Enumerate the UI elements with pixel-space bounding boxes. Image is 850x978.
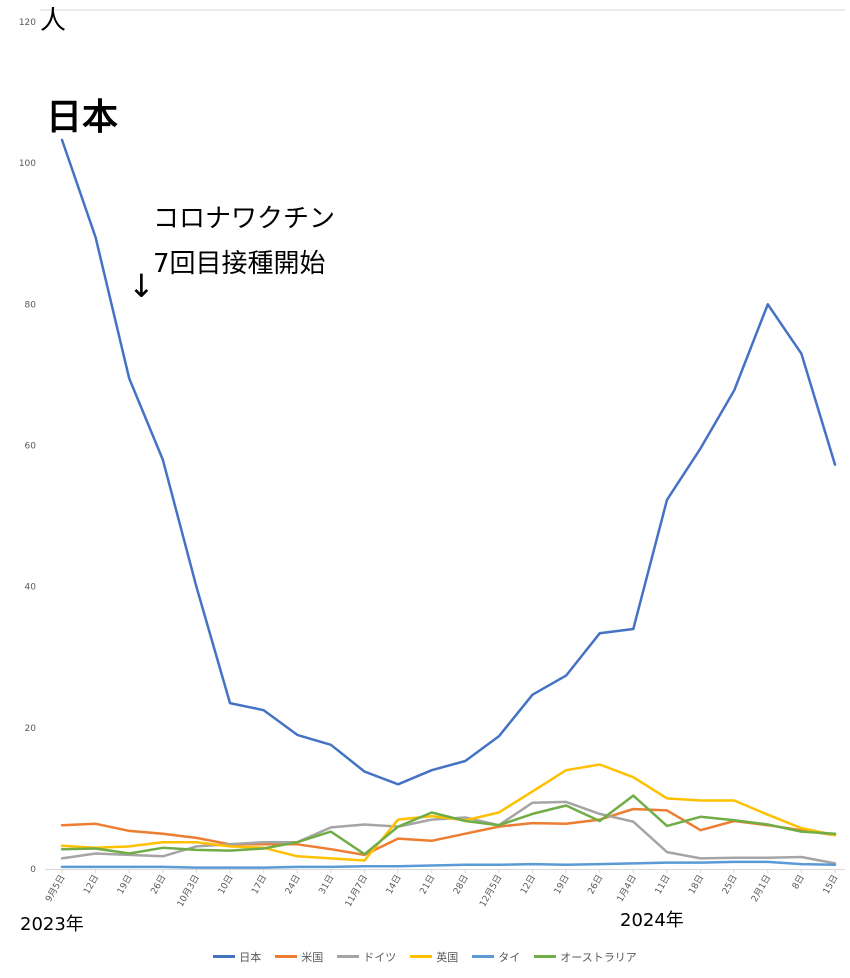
- series-line-2: [60, 800, 837, 865]
- x-tick-label: 12日: [518, 873, 538, 896]
- x-tick-label: 25日: [720, 873, 740, 896]
- legend-label: 英国: [436, 950, 459, 964]
- x-axis-ticks: 9月5日 12日 19日 26日 10月3日 10日 17日 24日 31日 11月7日 14日 21…: [43, 869, 841, 909]
- legend-item: ドイツ: [337, 949, 396, 965]
- y-tick-label: 120: [19, 18, 36, 28]
- legend-label: ドイツ: [363, 950, 397, 964]
- x-tick-label: 12日: [81, 873, 101, 896]
- y-tick-label: 40: [25, 583, 37, 593]
- vaccine-annotation-line2: 7回目接種開始: [153, 249, 326, 279]
- legend-label: タイ: [498, 950, 521, 964]
- legend-swatch: [472, 955, 495, 958]
- x-tick-label: 8日: [790, 873, 807, 891]
- japan-series-label: 日本: [46, 97, 119, 138]
- legend-swatch: [410, 955, 433, 958]
- x-tick-label: 31日: [317, 873, 337, 896]
- legend-item: 米国: [275, 949, 323, 965]
- legend-label: 日本: [239, 950, 262, 964]
- legend-item: オーストラリア: [534, 949, 637, 965]
- legend-label: 米国: [301, 950, 324, 964]
- y-axis-ticks: 0 20 40 60 80 100 120: [19, 18, 36, 875]
- x-tick-label: 9月5日: [43, 873, 67, 904]
- x-tick-label: 28日: [451, 873, 471, 896]
- series-line-1: [60, 807, 837, 857]
- legend-swatch: [534, 955, 557, 958]
- legend: 日本 米国 ドイツ 英国 タイ オーストラリア: [0, 948, 850, 965]
- series-lines: [60, 138, 837, 869]
- x-tick-label: 10月3日: [175, 873, 202, 909]
- x-tick-label: 26日: [586, 873, 606, 896]
- x-tick-label: 12月5日: [477, 873, 504, 909]
- series-line-3: [60, 763, 837, 862]
- down-arrow: ↓: [128, 267, 155, 305]
- x-tick-label: 14日: [384, 873, 404, 896]
- series-line-0: [60, 138, 837, 786]
- x-tick-label: 17日: [249, 873, 269, 896]
- x-tick-label: 21日: [418, 873, 438, 896]
- y-tick-label: 100: [19, 159, 36, 169]
- x-tick-label: 11月7日: [343, 873, 370, 909]
- x-tick-label: 18日: [686, 873, 706, 896]
- x-tick-label: 2月1日: [749, 873, 773, 904]
- x-tick-label: 19日: [552, 873, 572, 896]
- x-tick-label: 1月4日: [615, 873, 639, 904]
- x-tick-label: 26日: [149, 873, 169, 896]
- legend-swatch: [337, 955, 360, 958]
- year-label-2024: 2024年: [620, 910, 684, 931]
- legend-label: オーストラリア: [560, 950, 637, 964]
- y-unit-label: 人: [40, 6, 67, 36]
- y-tick-label: 0: [30, 865, 36, 875]
- y-tick-label: 60: [25, 442, 37, 452]
- x-tick-label: 15日: [821, 873, 841, 896]
- series-line-5: [60, 794, 837, 856]
- x-tick-label: 10日: [216, 873, 236, 896]
- line-chart: 0 20 40 60 80 100 120 9月5日 12日 19日 26日 10月3日 10日 17日…: [19, 9, 845, 909]
- x-tick-label: 24日: [283, 873, 303, 896]
- legend-swatch: [275, 955, 298, 958]
- y-tick-label: 80: [25, 300, 37, 310]
- year-label-2023: 2023年: [20, 914, 84, 935]
- y-tick-label: 20: [25, 724, 37, 734]
- x-tick-label: 19日: [115, 873, 135, 896]
- series-line-4: [60, 860, 837, 869]
- x-tick-label: 11日: [653, 873, 673, 896]
- legend-item: 日本: [213, 949, 261, 965]
- legend-item: タイ: [472, 949, 520, 965]
- legend-swatch: [213, 955, 236, 958]
- vaccine-annotation-line1: コロナワクチン: [153, 204, 336, 234]
- legend-item: 英国: [410, 949, 458, 965]
